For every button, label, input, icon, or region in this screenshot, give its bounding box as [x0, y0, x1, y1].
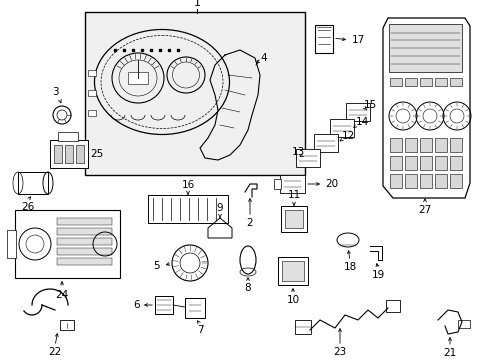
Bar: [15, 210, 120, 278]
FancyBboxPatch shape: [295, 149, 319, 167]
Bar: [419, 138, 431, 152]
Text: 7: 7: [196, 325, 203, 335]
Bar: [404, 78, 416, 86]
Bar: [389, 138, 401, 152]
Bar: [88, 110, 96, 116]
Bar: [18, 172, 48, 194]
Bar: [434, 156, 446, 170]
Text: 17: 17: [351, 35, 365, 45]
Bar: [404, 156, 416, 170]
Bar: [184, 298, 204, 318]
Text: 20: 20: [325, 179, 337, 189]
Bar: [434, 174, 446, 188]
Text: 24: 24: [55, 290, 68, 300]
Bar: [57, 258, 112, 265]
Text: 4: 4: [260, 53, 266, 63]
Bar: [389, 174, 401, 188]
Bar: [404, 138, 416, 152]
Bar: [419, 174, 431, 188]
Bar: [128, 72, 148, 84]
Text: 19: 19: [370, 270, 384, 280]
Bar: [57, 248, 112, 255]
Bar: [280, 175, 305, 193]
FancyBboxPatch shape: [346, 103, 369, 121]
Bar: [50, 140, 88, 168]
Text: 25: 25: [90, 149, 103, 159]
Bar: [57, 218, 112, 225]
Bar: [278, 257, 307, 285]
Text: 22: 22: [48, 347, 61, 357]
Bar: [54, 145, 62, 163]
Bar: [85, 12, 305, 175]
Text: 26: 26: [21, 202, 35, 212]
Bar: [419, 78, 431, 86]
Bar: [76, 145, 84, 163]
Text: 21: 21: [443, 348, 456, 358]
Text: 11: 11: [287, 190, 300, 200]
Text: 2: 2: [246, 218, 253, 228]
Bar: [155, 296, 173, 314]
Text: 3: 3: [52, 87, 58, 97]
Bar: [449, 174, 461, 188]
Bar: [285, 210, 303, 228]
Text: 14: 14: [355, 117, 368, 127]
Text: 16: 16: [181, 180, 194, 190]
Bar: [7, 230, 16, 258]
Bar: [449, 78, 461, 86]
Text: 13: 13: [291, 147, 304, 157]
Bar: [58, 132, 78, 141]
Text: 9: 9: [216, 203, 223, 213]
Text: 10: 10: [286, 295, 299, 305]
Bar: [282, 261, 304, 281]
Bar: [65, 145, 73, 163]
Bar: [88, 90, 96, 96]
Bar: [57, 238, 112, 245]
Bar: [60, 320, 74, 330]
Bar: [88, 70, 96, 76]
Bar: [434, 138, 446, 152]
FancyBboxPatch shape: [329, 119, 353, 137]
Bar: [457, 320, 469, 328]
Text: 1: 1: [193, 0, 200, 8]
Bar: [449, 156, 461, 170]
Text: 8: 8: [244, 283, 251, 293]
Text: 6: 6: [133, 300, 140, 310]
Bar: [434, 78, 446, 86]
Bar: [294, 320, 310, 334]
Bar: [273, 179, 281, 189]
FancyBboxPatch shape: [313, 134, 337, 152]
Bar: [148, 195, 227, 223]
Text: 18: 18: [343, 262, 356, 272]
Text: 23: 23: [333, 347, 346, 357]
Bar: [314, 25, 332, 53]
Bar: [419, 156, 431, 170]
Bar: [449, 138, 461, 152]
Text: 5: 5: [153, 261, 160, 271]
Text: 27: 27: [418, 205, 431, 215]
Bar: [404, 174, 416, 188]
Bar: [389, 78, 401, 86]
Bar: [385, 300, 399, 312]
Text: 15: 15: [363, 100, 376, 110]
Bar: [389, 156, 401, 170]
Bar: [281, 206, 306, 232]
Bar: [388, 24, 461, 72]
Text: 12: 12: [341, 131, 354, 141]
Bar: [57, 228, 112, 235]
